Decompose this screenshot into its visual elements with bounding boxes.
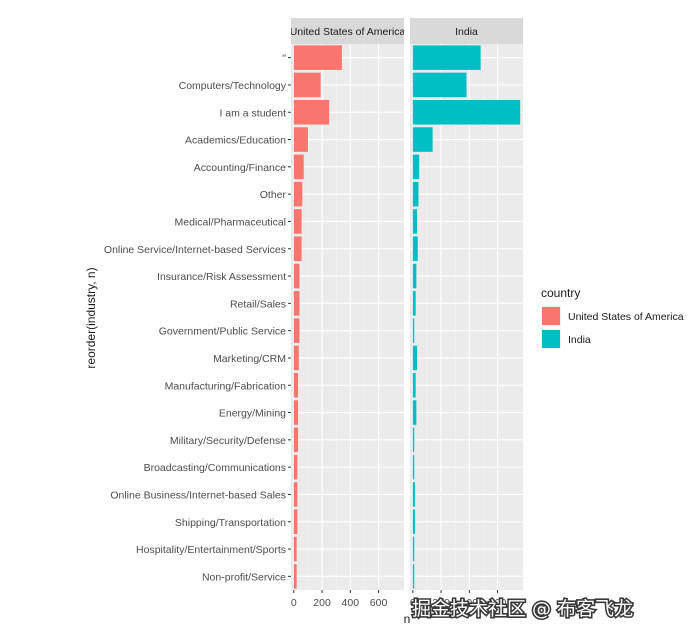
panel-background: [291, 44, 404, 590]
bar: [412, 127, 433, 152]
x-tick-label: 200: [313, 597, 331, 609]
legend-title: country: [541, 286, 580, 300]
bar: [412, 45, 481, 70]
y-tick-label: Academics/Education: [185, 135, 286, 147]
x-tick-label: 200: [432, 597, 450, 609]
bar: [412, 72, 467, 98]
facet-strip-label: India: [455, 26, 478, 38]
bar: [293, 400, 299, 425]
bar: [412, 372, 416, 398]
facet-panel: India: [410, 18, 523, 590]
y-tick-label: Shipping/Transportation: [175, 517, 286, 529]
bar: [412, 454, 415, 480]
y-tick-label: Online Service/Internet-based Services: [104, 244, 286, 256]
bar: [412, 400, 417, 425]
bar: [293, 181, 303, 207]
bar: [412, 209, 418, 234]
legend-label: United States of America: [568, 311, 684, 323]
bar: [293, 564, 297, 589]
bar: [293, 72, 321, 98]
bar: [412, 99, 521, 125]
facet-strip: [410, 18, 523, 44]
watermark-text: 掘金技术社区 @ 布客飞龙: [412, 598, 633, 620]
x-tick-label: 0: [291, 597, 297, 609]
bar: [293, 154, 304, 180]
bar: [412, 154, 420, 180]
bar: [412, 236, 418, 262]
legend-swatch: [542, 307, 560, 325]
y-tick-label: Government/Public Service: [159, 326, 286, 338]
bar: [293, 345, 299, 371]
bar: [412, 509, 415, 535]
legend: country United States of America India: [541, 286, 684, 349]
bar: [293, 209, 302, 234]
y-tick-label: Energy/Mining: [219, 408, 286, 420]
x-tick-label: 400: [461, 597, 479, 609]
bar: [293, 236, 302, 262]
bar: [412, 482, 415, 507]
x-tick-label: 0: [410, 597, 416, 609]
bar: [412, 291, 416, 316]
y-tick-label: Medical/Pharmaceutical: [175, 216, 286, 228]
facet-panels: United States of America India: [290, 18, 523, 590]
bar: [293, 536, 297, 562]
facet-panel: United States of America: [290, 18, 406, 590]
x-axis: 0 200 400 600 0 200 400 600: [291, 590, 507, 609]
y-axis-title: reorder(industry, n): [84, 267, 98, 368]
y-tick-label: Insurance/Risk Assessment: [157, 271, 286, 283]
y-tick-label: ": [282, 53, 286, 65]
x-tick-label: 400: [342, 597, 360, 609]
x-tick-label: 600: [370, 597, 388, 609]
bar: [293, 45, 342, 70]
y-tick-label: Non-profit/Service: [202, 571, 286, 583]
y-tick-label: Broadcasting/Communications: [144, 462, 286, 474]
y-tick-label: Accounting/Finance: [194, 162, 286, 174]
bar: [412, 427, 415, 453]
facet-strip-label: United States of America: [290, 26, 406, 38]
x-axis-title: n: [404, 612, 411, 626]
bar: [293, 127, 308, 152]
legend-label: India: [568, 334, 591, 346]
bar: [412, 564, 415, 589]
bar: [293, 427, 299, 453]
bar: [412, 263, 417, 289]
y-tick-label: Hospitality/Entertainment/Sports: [136, 544, 286, 556]
bar: [293, 318, 300, 343]
bar: [412, 536, 415, 562]
y-tick-label: Retail/Sales: [230, 298, 286, 310]
y-tick-label: Computers/Technology: [179, 80, 287, 92]
bar: [293, 454, 298, 480]
facet-strip: [291, 18, 404, 44]
legend-swatch: [542, 330, 560, 348]
y-tick-label: Online Business/Internet-based Sales: [110, 489, 286, 501]
bar: [293, 263, 300, 289]
bar: [412, 345, 418, 371]
y-tick-label: Marketing/CRM: [213, 353, 286, 365]
y-tick-label: I am a student: [219, 107, 286, 119]
y-tick-label: Other: [260, 189, 287, 201]
bar: [293, 291, 300, 316]
bar: [293, 99, 330, 125]
y-axis: " Computers/Technology I am a student Acade…: [104, 53, 291, 583]
x-tick-label: 600: [489, 597, 507, 609]
y-tick-label: Military/Security/Defense: [170, 435, 286, 447]
bar: [412, 318, 415, 343]
bar: [293, 482, 298, 507]
bar: [293, 372, 299, 398]
y-tick-label: Manufacturing/Fabrication: [165, 380, 287, 392]
bar: [293, 509, 298, 535]
bar: [412, 181, 419, 207]
